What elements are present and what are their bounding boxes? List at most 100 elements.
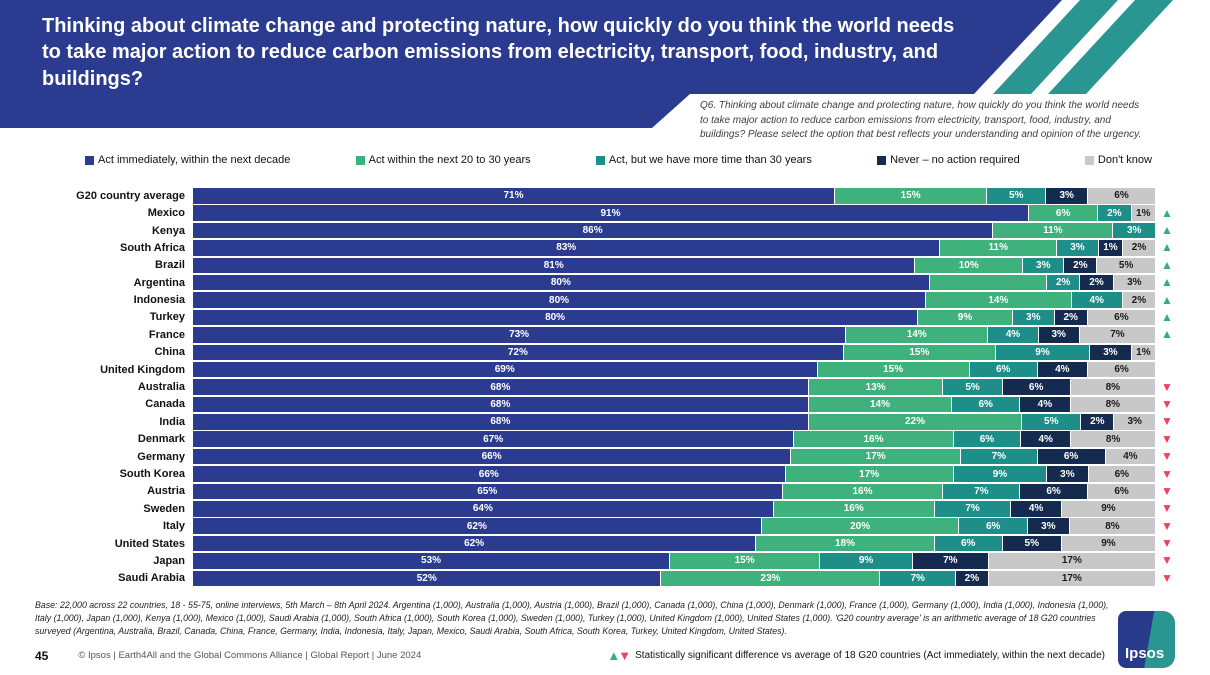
- segment-value-label: 4%: [1055, 364, 1070, 376]
- chart-row: United Kingdom 69% 15% 6% 4% 6%: [35, 361, 1179, 378]
- chart-row: South Korea 66% 17% 9% 3% 6% ▼: [35, 466, 1179, 482]
- segment-value-label: 5%: [1118, 259, 1134, 271]
- segment-value-label: 6%: [995, 364, 1011, 376]
- significance-up-arrow-icon: ▲: [1161, 240, 1173, 255]
- bar-segment: 15%: [843, 344, 996, 361]
- segment-value-label: 6%: [960, 538, 976, 550]
- segment-value-label: 7%: [1110, 329, 1125, 341]
- bar-track: 68% 13% 5% 6% 8%: [193, 379, 1156, 395]
- segment-value-label: 6%: [985, 520, 1001, 532]
- bar-track: 52% 23% 7% 2% 17%: [193, 570, 1156, 587]
- significance-legend: ▲▼ Statistically significant difference …: [607, 648, 1105, 663]
- segment-value-label: 18%: [835, 538, 856, 550]
- bar-segment: 80%: [193, 309, 919, 326]
- country-label: Brazil: [155, 259, 185, 272]
- bar-segment: 7%: [960, 448, 1038, 465]
- segment-value-label: 3%: [1103, 346, 1118, 358]
- bar-segment: 6%: [1002, 379, 1071, 395]
- bar-segment: 2%: [1081, 414, 1115, 430]
- segment-value-label: 69%: [494, 364, 515, 376]
- bar-segment: 80%: [193, 274, 930, 291]
- ipsos-logo-text: Ipsos: [1125, 645, 1165, 662]
- segment-value-label: 7%: [965, 503, 980, 515]
- segment-value-label: 2%: [1055, 277, 1071, 289]
- segment-value-label: 6%: [1114, 468, 1130, 480]
- bar-segment: 73%: [193, 327, 847, 343]
- segment-value-label: 2%: [964, 572, 980, 584]
- bar-segment: 6%: [952, 396, 1021, 413]
- segment-value-label: 52%: [416, 572, 437, 584]
- segment-value-label: 6%: [1114, 190, 1129, 202]
- bar-segment: 11%: [993, 222, 1114, 239]
- bar-segment: 16%: [773, 501, 935, 517]
- bar-track: 83% 11% 3% 1% 2%: [193, 240, 1155, 256]
- segment-value-label: 15%: [909, 346, 930, 358]
- significance-down-arrow-icon: ▼: [1161, 431, 1173, 446]
- bar-segment: 67%: [193, 431, 795, 447]
- chart-row: Brazil 81% 10% 3% 2% 5% ▲: [35, 257, 1179, 274]
- segment-value-label: 3%: [1041, 520, 1056, 532]
- bar-track: 68% 22% 5% 2% 3%: [193, 414, 1156, 430]
- bar-segment: 8%: [1070, 379, 1156, 395]
- country-label: Japan: [153, 554, 185, 567]
- segment-value-label: 6%: [1046, 485, 1061, 497]
- bar-segment: 5%: [987, 188, 1047, 204]
- segment-value-label: 68%: [490, 398, 511, 410]
- legend-label: Act immediately, within the next decade: [98, 154, 291, 166]
- legend-label: Act within the next 20 to 30 years: [368, 154, 531, 166]
- significance-up-arrow-icon: ▲: [1161, 292, 1173, 307]
- significance-note: Statistically significant difference vs …: [635, 650, 1105, 661]
- bar-segment: 6%: [1087, 309, 1156, 326]
- segment-value-label: 4%: [1037, 398, 1053, 410]
- bar-segment: 17%: [988, 553, 1155, 569]
- chart-row: Germany 66% 17% 7% 6% 4% ▼: [35, 448, 1179, 465]
- bar-track: 69% 15% 6% 4% 6%: [193, 361, 1156, 378]
- base-note: Base: 22,000 across 22 countries, 18 - 5…: [35, 600, 1109, 636]
- bar-segment: 62%: [193, 535, 757, 552]
- chart-legend: Act immediately, within the next decade A…: [85, 154, 1152, 166]
- bar-segment: 2%: [1080, 274, 1114, 291]
- segment-value-label: 15%: [883, 364, 904, 376]
- chart-row: France 73% 14% 4% 3% 7% ▲: [35, 327, 1179, 343]
- bar-segment: 3%: [1047, 466, 1089, 482]
- country-label: South Korea: [119, 468, 185, 480]
- segment-value-label: 17%: [1061, 572, 1082, 584]
- bar-segment: 68%: [193, 396, 809, 413]
- bar-segment: 16%: [782, 483, 944, 500]
- bar-segment: 14%: [926, 292, 1072, 308]
- segment-value-label: 2%: [1073, 259, 1088, 271]
- bar-segment: 80%: [193, 292, 927, 308]
- chart-row: Saudi Arabia 52% 23% 7% 2% 17% ▼: [35, 570, 1179, 587]
- footer: 45 © Ipsos | Earth4All and the Global Co…: [35, 648, 1105, 663]
- segment-value-label: 11%: [1043, 225, 1063, 237]
- segment-value-label: 3%: [1070, 242, 1085, 254]
- significance-down-arrow-icon: ▼: [1161, 553, 1173, 568]
- segment-value-label: 72%: [507, 346, 528, 358]
- bar-segment: 7%: [934, 501, 1012, 517]
- segment-value-label: 80%: [545, 311, 566, 323]
- segment-value-label: 68%: [490, 416, 511, 428]
- bar-segment: 64%: [193, 501, 774, 517]
- bar-segment: 14%: [846, 327, 989, 343]
- segment-value-label: 68%: [490, 381, 511, 393]
- bar-segment: 83%: [193, 240, 941, 256]
- bar-track: 72% 15% 9% 3% 1%: [193, 344, 1155, 361]
- bar-segment: 6%: [1088, 466, 1156, 482]
- bar-segment: 72%: [193, 344, 844, 361]
- significance-down-arrow-icon: ▼: [1161, 570, 1173, 585]
- bar-segment: 9%: [918, 309, 1013, 326]
- bar-segment: 17%: [785, 466, 954, 482]
- significance-down-arrow-icon: ▼: [1161, 466, 1173, 481]
- chart-row: India 68% 22% 5% 2% 3% ▼: [35, 414, 1179, 430]
- bar-track: 53% 15% 9% 7% 17%: [193, 553, 1155, 569]
- segment-value-label: 3%: [1060, 468, 1075, 480]
- bar-segment: 11%: [940, 240, 1058, 256]
- significance-up-arrow-icon: ▲: [1161, 275, 1173, 290]
- chart-row: Mexico 91% 6% 2% 1% ▲: [35, 205, 1179, 221]
- country-label: United States: [114, 537, 185, 550]
- segment-value-label: 17%: [859, 468, 880, 480]
- segment-value-label: 14%: [869, 398, 890, 410]
- segment-value-label: 15%: [900, 190, 921, 202]
- country-label: Canada: [145, 398, 185, 411]
- significance-up-arrow-icon: ▲: [1161, 257, 1173, 272]
